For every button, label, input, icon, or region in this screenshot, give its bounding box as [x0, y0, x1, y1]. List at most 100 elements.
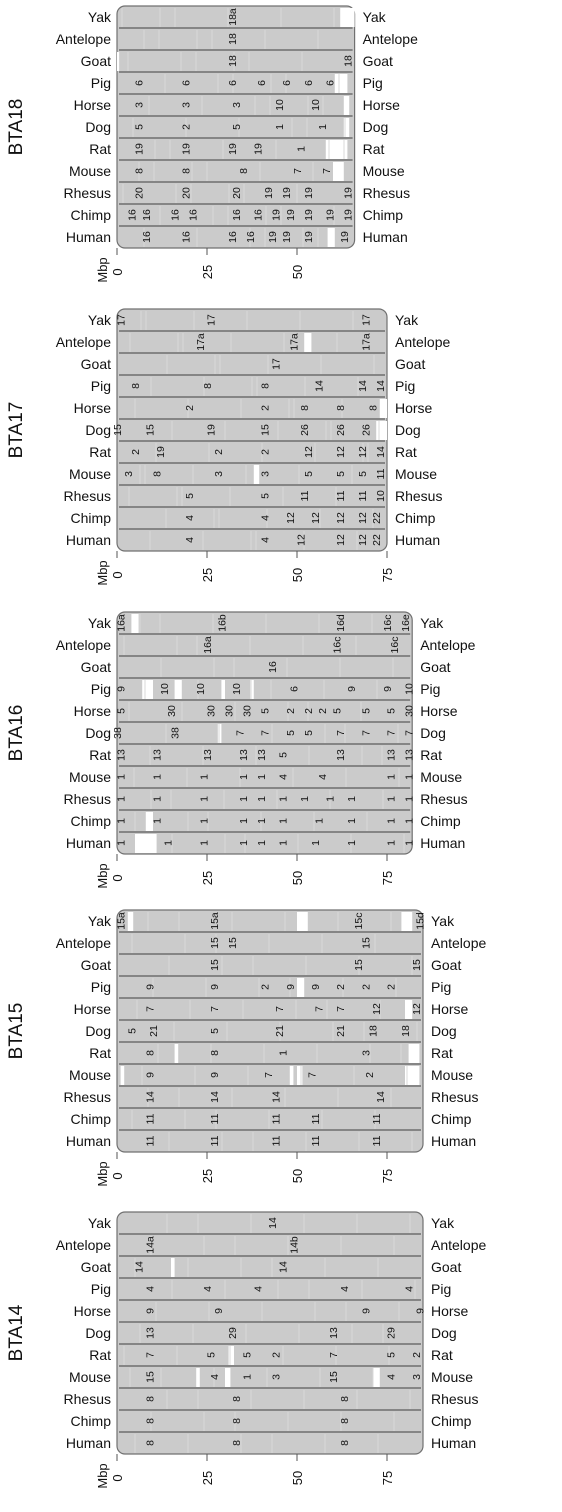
- segment-label: 1: [386, 774, 398, 780]
- segment-label: 5: [360, 708, 372, 714]
- segment-label: 14: [357, 380, 369, 392]
- segment-label: 2: [180, 124, 192, 130]
- species-label-left: Pig: [91, 1281, 111, 1297]
- species-label-left: Antelope: [56, 637, 111, 653]
- species-label-right: Chimp: [431, 1111, 472, 1127]
- segment-label: 16: [252, 209, 264, 221]
- segment-label: 19: [281, 187, 293, 199]
- segment-label: 16c: [389, 637, 401, 654]
- segment-label: 16c: [332, 637, 344, 654]
- segment-label: 9: [209, 984, 221, 990]
- segment-label: 15: [144, 1371, 156, 1383]
- segment-label: 1: [346, 796, 358, 802]
- species-label-right: Human: [363, 229, 408, 245]
- segment-label: 8: [134, 168, 146, 174]
- segment-label: 19: [285, 209, 297, 221]
- segment-label: 15: [411, 959, 423, 971]
- segment-label: 17a: [195, 333, 207, 351]
- segment-label: 9: [209, 1072, 221, 1078]
- segment-label: 15: [260, 424, 272, 436]
- segment-label: 5: [126, 1028, 138, 1034]
- species-label-left: Mouse: [69, 466, 111, 482]
- segment-label: 17: [360, 314, 372, 326]
- segment-label: 1: [296, 146, 308, 152]
- segment-label: 14: [144, 1091, 156, 1103]
- axis-unit-label: Mbp: [95, 560, 110, 585]
- segment-label: 2: [260, 405, 272, 411]
- segment-label: 14: [278, 1261, 290, 1273]
- alignment-gap: [225, 1368, 231, 1387]
- segment-label: 7: [263, 1072, 275, 1078]
- segment-label: 8: [130, 383, 142, 389]
- segment-label: 1: [324, 796, 336, 802]
- species-label-left: Rat: [89, 1347, 111, 1363]
- segment-label: 14: [375, 446, 387, 458]
- segment-label: 10: [404, 683, 416, 695]
- alignment-gap: [174, 1044, 179, 1063]
- segment-label: 5: [209, 1028, 221, 1034]
- segment-label: 1: [256, 818, 268, 824]
- segment-label: 7: [144, 1352, 156, 1358]
- axis-tick-label: 75: [380, 568, 395, 582]
- species-label-left: Rhesus: [64, 1391, 111, 1407]
- segment-label: 30: [404, 705, 416, 717]
- alignment-gap: [135, 834, 157, 853]
- panel-body: [116, 1211, 424, 1455]
- species-label-right: Mouse: [395, 466, 437, 482]
- panel-body: [116, 611, 413, 855]
- segment-label: 14: [270, 1091, 282, 1103]
- segment-label: 8: [339, 1396, 351, 1402]
- segment-label: 18a: [227, 8, 239, 26]
- segment-label: 3: [134, 102, 146, 108]
- species-label-right: Human: [395, 532, 440, 548]
- axis-unit-label: Mbp: [95, 1161, 110, 1186]
- axis-tick-label: 0: [110, 1172, 125, 1179]
- species-label-left: Dog: [85, 1325, 111, 1341]
- segment-label: 30: [206, 705, 218, 717]
- segment-label: 8: [231, 1440, 243, 1446]
- segment-label: 12: [357, 534, 369, 546]
- segment-label: 8: [144, 1396, 156, 1402]
- segment-label: 1: [386, 796, 398, 802]
- species-label-right: Pig: [363, 75, 383, 91]
- axis-tick-label: 50: [290, 568, 305, 582]
- segment-label: 18: [227, 55, 239, 67]
- segment-label: 16: [231, 209, 243, 221]
- segment-label: 13: [335, 749, 347, 761]
- segment-label: 10: [159, 683, 171, 695]
- segment-label: 10: [195, 683, 207, 695]
- axis-tick-label: 50: [290, 1471, 305, 1485]
- segment-label: 1: [238, 818, 250, 824]
- segment-label: 1: [116, 818, 128, 824]
- segment-label: 4: [260, 515, 272, 521]
- segment-label: 2: [184, 405, 196, 411]
- axis-tick-label: 0: [110, 571, 125, 578]
- species-label-right: Chimp: [395, 510, 436, 526]
- segment-label: 11: [144, 1113, 156, 1124]
- segment-label: 6: [324, 80, 336, 86]
- segment-label: 2: [213, 449, 225, 455]
- segment-label: 12: [357, 512, 369, 524]
- species-label-right: Rat: [363, 141, 385, 157]
- alignment-gap: [334, 74, 348, 93]
- segment-label: 7: [386, 730, 398, 736]
- segment-label: 17a: [288, 333, 300, 351]
- segment-label: 1: [299, 796, 311, 802]
- species-label-right: Rat: [431, 1347, 453, 1363]
- segment-label: 9: [360, 1308, 372, 1314]
- segment-label: 15: [209, 959, 221, 971]
- segment-label: 9: [144, 1308, 156, 1314]
- segment-label: 11: [270, 1135, 282, 1146]
- segment-label: 1: [238, 796, 250, 802]
- alignment-gap: [401, 912, 413, 931]
- segment-label: 1: [238, 840, 250, 846]
- segment-label: 1: [386, 840, 398, 846]
- segment-label: 5: [260, 708, 272, 714]
- axis-tick-label: 25: [200, 568, 215, 582]
- alignment-gap: [340, 8, 355, 27]
- segment-label: 19: [270, 209, 282, 221]
- species-label-left: Mouse: [69, 163, 111, 179]
